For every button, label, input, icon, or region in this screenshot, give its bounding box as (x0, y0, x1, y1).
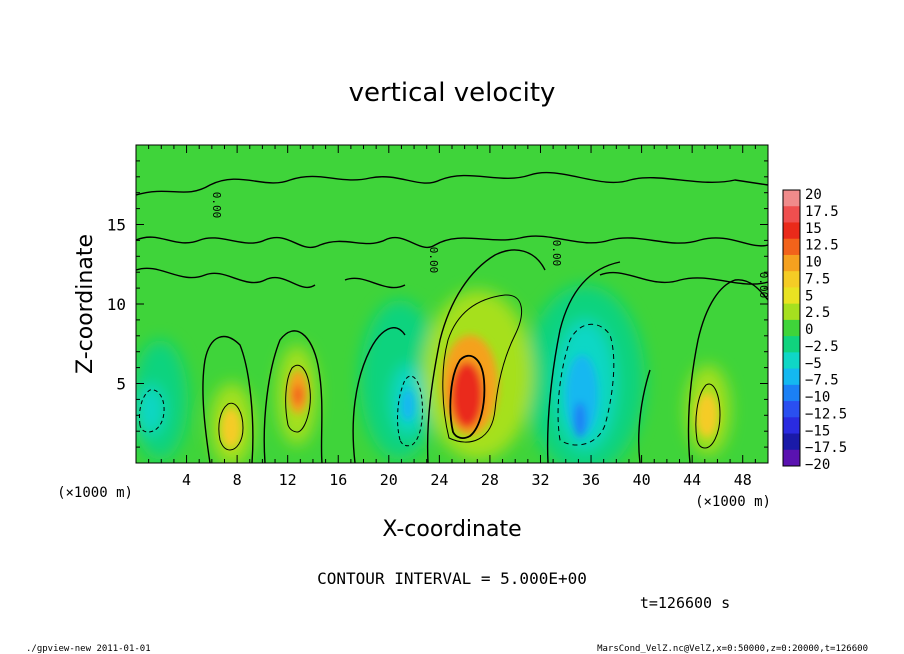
contour-label-1: 0.00 (427, 247, 440, 274)
colorbar-swatch-15 (783, 433, 800, 451)
colorbar-label-6: 5 (805, 288, 813, 304)
core-updraft-45 (696, 393, 718, 437)
colorbar-swatch-12 (783, 384, 800, 402)
core-updraft-13-inner (293, 385, 303, 405)
contour-minus5-23 (397, 375, 423, 447)
colorbar-label-9: −2.5 (805, 339, 839, 355)
contour-plus5-13 (285, 364, 311, 433)
colorbar-swatch-8 (783, 319, 800, 337)
x-ticks: 4 8 12 16 20 24 28 32 36 40 44 48 (148, 145, 756, 489)
contour-label-0: 0.00 (210, 192, 223, 219)
colorbar-label-11: −7.5 (805, 373, 839, 389)
footer-left: ./gpview-new 2011-01-01 (26, 644, 151, 654)
colorbar-label-12: −10 (805, 390, 830, 406)
colorbar-label-15: −17.5 (805, 440, 847, 456)
colorbar-label-5: 7.5 (805, 271, 830, 287)
x-tick-label-10: 44 (683, 471, 701, 489)
x-tick-label-9: 40 (633, 471, 651, 489)
contour-plus5-8 (218, 402, 244, 451)
colorbar-swatch-13 (783, 401, 800, 418)
y-ticks: 5 10 15 (107, 160, 768, 448)
contour-label-3: 0.00 (757, 272, 770, 299)
x-unit-left: (×1000 m) (57, 485, 133, 501)
contour-zero-column-40 (638, 369, 651, 463)
core-updraft-8 (221, 408, 241, 448)
colorbar-label-8: 0 (805, 322, 813, 338)
contour-plus5-26 (442, 294, 523, 443)
contour-zero-mid (136, 267, 768, 289)
core-downdraft-35-inner (574, 402, 586, 438)
x-tick-label-1: 8 (233, 471, 242, 489)
contour-zero-top (136, 171, 768, 196)
contour-zero-column-24 (426, 249, 546, 463)
colorbar-swatch-3 (783, 238, 800, 256)
y-tick-label-1: 10 (107, 295, 126, 314)
colorbar-swatch-11 (783, 368, 800, 386)
colorbar-swatch-14 (783, 417, 800, 435)
core-updraft-26-inner (451, 362, 483, 428)
colorbar-label-3: 12.5 (805, 238, 839, 254)
colorbar-frame (782, 189, 801, 467)
colorbar-swatch-0 (783, 190, 800, 207)
plot-area (136, 145, 768, 463)
footer-right: MarsCond_VelZ.nc@VelZ,x=0:50000,z=0:2000… (597, 644, 868, 654)
colorbar-label-1: 17.5 (805, 204, 839, 220)
colorbar-swatch-10 (783, 352, 800, 370)
x-tick-label-11: 48 (734, 471, 752, 489)
contour-plus5-45 (695, 383, 721, 449)
contour-plus10-26 (449, 354, 486, 439)
colorbar-swatch-6 (783, 287, 800, 305)
colorbar-swatch-2 (783, 222, 800, 240)
x-tick-label-6: 28 (481, 471, 499, 489)
contour-interval: CONTOUR INTERVAL = 5.000E+00 (317, 569, 587, 588)
contour-zero-column-43 (687, 279, 768, 463)
colorbar-swatch-16 (783, 449, 800, 467)
colorbar-label-4: 10 (805, 255, 822, 271)
colorbar-swatch-1 (783, 206, 800, 223)
contour-zero-column-33 (546, 261, 621, 463)
colorbar: 2017.51512.5107.552.50−2.5−5−7.5−10−12.5… (782, 187, 847, 473)
colorbar-label-7: 2.5 (805, 305, 830, 321)
contour-label-2: 0.00 (550, 240, 563, 267)
velocity-core (221, 335, 718, 448)
colorbar-label-10: −5 (805, 356, 822, 372)
contour-minus5-35 (557, 323, 615, 446)
colorbar-label-14: −15 (805, 423, 830, 439)
field-downdraft-1 (136, 385, 164, 435)
contour-minus5-1 (139, 389, 165, 433)
colorbar-swatch-7 (783, 303, 800, 321)
x-tick-label-7: 32 (531, 471, 549, 489)
chart-title: vertical velocity (349, 78, 556, 108)
core-downdraft-23 (401, 389, 415, 421)
contour-labels: 0.00 0.00 0.00 0.00 (210, 192, 770, 299)
x-tick-label-3: 16 (329, 471, 347, 489)
x-tick-label-8: 36 (582, 471, 600, 489)
colorbar-label-13: −12.5 (805, 406, 847, 422)
y-axis-label: Z-coordinate (73, 234, 98, 374)
x-tick-label-0: 4 (182, 471, 191, 489)
time-label: t=126600 s (640, 594, 730, 612)
colorbar-swatch-5 (783, 271, 800, 288)
y-tick-label-2: 15 (107, 216, 126, 235)
contour-zero-column-13 (263, 330, 323, 463)
contour-zero-column-21 (352, 327, 406, 463)
x-tick-label-5: 24 (430, 471, 448, 489)
colorbar-label-0: 20 (805, 187, 822, 203)
x-axis-label: X-coordinate (382, 517, 521, 542)
x-tick-label-2: 12 (279, 471, 297, 489)
colorbar-label-2: 15 (805, 221, 822, 237)
y-tick-label-0: 5 (116, 375, 126, 394)
x-unit-right: (×1000 m) (695, 494, 771, 510)
colorbar-swatch-9 (783, 336, 800, 353)
contour-zero-upper (136, 235, 768, 248)
colorbar-swatch-4 (783, 254, 800, 272)
contour-lines (136, 171, 768, 463)
colorbar-label-16: −20 (805, 457, 830, 473)
x-tick-label-4: 20 (380, 471, 398, 489)
core-downdraft-35 (566, 355, 598, 435)
contour-zero-column-8 (202, 335, 254, 463)
